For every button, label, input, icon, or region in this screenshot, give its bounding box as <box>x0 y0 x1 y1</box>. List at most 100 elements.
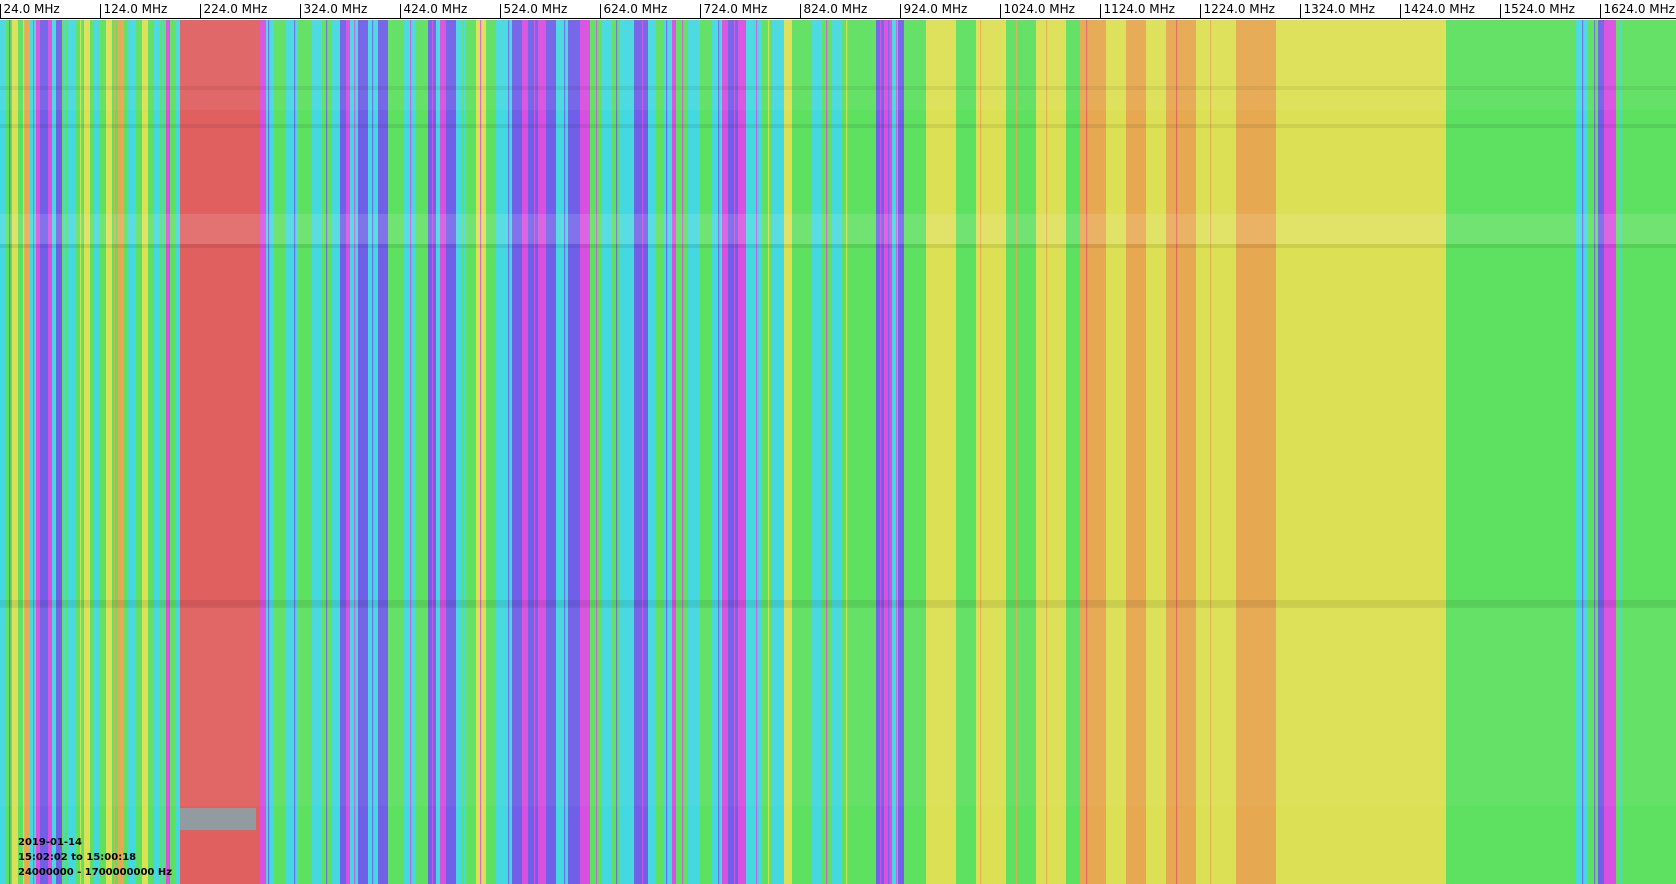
frequency-band-22 <box>130 20 136 884</box>
time-segment-4 <box>0 244 1676 248</box>
spectral-line-34 <box>804 20 806 884</box>
frequency-band-119 <box>1588 20 1598 884</box>
spectral-line-17 <box>372 20 374 884</box>
time-segment-1 <box>0 86 1676 90</box>
spectral-line-8 <box>128 20 130 884</box>
frequency-band-95 <box>892 20 898 884</box>
spectral-line-38 <box>888 20 890 884</box>
frequency-band-6 <box>36 20 40 884</box>
spectral-line-18 <box>410 20 412 884</box>
frequency-band-113 <box>1356 20 1396 884</box>
frequency-band-34 <box>266 20 274 884</box>
frequency-band-8 <box>48 20 52 884</box>
frequency-band-35 <box>274 20 286 884</box>
frequency-band-107 <box>1146 20 1166 884</box>
spectral-line-29 <box>682 20 684 884</box>
spectral-line-1 <box>23 20 25 884</box>
spectral-line-43 <box>1086 20 1088 884</box>
spectral-line-45 <box>1176 20 1178 884</box>
spectral-line-19 <box>432 20 434 884</box>
frequency-band-46 <box>378 20 388 884</box>
spectral-line-27 <box>642 20 644 884</box>
spectral-line-42 <box>1046 20 1048 884</box>
x-tick-label-16: 1624.0 MHz <box>1604 2 1675 16</box>
frequency-band-42 <box>346 20 350 884</box>
frequency-band-111 <box>1276 20 1316 884</box>
x-tick-label-0: 24.0 MHz <box>4 2 60 16</box>
frequency-band-115 <box>1446 20 1496 884</box>
frequency-band-81 <box>728 20 738 884</box>
x-tick-label-2: 224.0 MHz <box>204 2 268 16</box>
frequency-band-78 <box>700 20 712 884</box>
frequency-band-31 <box>180 20 186 884</box>
frequency-band-117 <box>1560 20 1576 884</box>
x-tick-label-4: 424.0 MHz <box>404 2 468 16</box>
spectral-line-16 <box>354 20 356 884</box>
frequency-band-60 <box>522 20 528 884</box>
date-label: 2019-01-14 <box>18 837 82 848</box>
x-tick-label-12: 1224.0 MHz <box>1204 2 1275 16</box>
spectral-line-37 <box>880 20 882 884</box>
frequency-band-51 <box>436 20 440 884</box>
frequency-band-23 <box>136 20 142 884</box>
spectral-line-2 <box>33 20 35 884</box>
time-range-label: 15:02:02 to 15:00:18 <box>18 852 137 863</box>
frequency-band-84 <box>762 20 772 884</box>
frequency-band-82 <box>738 20 746 884</box>
frequency-band-114 <box>1396 20 1446 884</box>
frequency-band-2 <box>12 20 18 884</box>
x-tick-label-1: 124.0 MHz <box>104 2 168 16</box>
frequency-band-99 <box>956 20 976 884</box>
x-tick-label-14: 1424.0 MHz <box>1404 2 1475 16</box>
frequency-axis: 24.0 MHz 124.0 MHz 224.0 MHz 324.0 MHz 424.0… <box>0 0 1676 20</box>
spectral-line-14 <box>310 20 312 884</box>
frequency-band-102 <box>1036 20 1066 884</box>
spectral-line-30 <box>718 20 720 884</box>
frequency-band-98 <box>926 20 956 884</box>
spectral-line-0 <box>9 20 11 884</box>
spectral-line-33 <box>768 20 770 884</box>
spectral-line-5 <box>80 20 82 884</box>
frequency-band-14 <box>84 20 90 884</box>
frequency-band-3 <box>18 20 24 884</box>
spectral-line-13 <box>294 20 296 884</box>
frequency-band-52 <box>440 20 446 884</box>
frequency-band-28 <box>166 20 170 884</box>
frequency-band-44 <box>358 20 368 884</box>
time-segment-3 <box>0 214 1676 244</box>
frequency-band-62 <box>538 20 546 884</box>
spectral-line-4 <box>64 20 66 884</box>
time-segment-6 <box>0 606 1676 806</box>
spectral-line-50 <box>1610 20 1612 884</box>
frequency-band-53 <box>446 20 456 884</box>
spectral-line-7 <box>114 20 116 884</box>
frequency-band-26 <box>154 20 160 884</box>
frequency-band-105 <box>1106 20 1126 884</box>
frequency-band-110 <box>1236 20 1276 884</box>
frequency-band-37 <box>298 20 312 884</box>
frequency-band-70 <box>620 20 634 884</box>
frequency-band-38 <box>312 20 322 884</box>
frequency-band-116 <box>1496 20 1560 884</box>
axis-background <box>0 0 1676 20</box>
frequency-band-12 <box>68 20 76 884</box>
spectral-line-36 <box>846 20 848 884</box>
frequency-band-32 <box>186 20 260 884</box>
frequency-band-120 <box>1598 20 1604 884</box>
frequency-band-101 <box>1006 20 1036 884</box>
spectral-line-48 <box>1582 20 1584 884</box>
frequency-band-88 <box>812 20 822 884</box>
frequency-band-97 <box>904 20 926 884</box>
x-tick-label-3: 324.0 MHz <box>304 2 368 16</box>
x-tick-label-9: 924.0 MHz <box>904 2 968 16</box>
time-segment-5 <box>0 600 1676 608</box>
frequency-band-112 <box>1316 20 1356 884</box>
frequency-band-91 <box>842 20 856 884</box>
frequency-band-103 <box>1066 20 1080 884</box>
spectral-line-47 <box>1252 20 1254 884</box>
frequency-band-85 <box>772 20 784 884</box>
spectral-line-35 <box>826 20 828 884</box>
spectral-line-31 <box>734 20 736 884</box>
x-tick-label-10: 1024.0 MHz <box>1004 2 1075 16</box>
frequency-band-61 <box>528 20 538 884</box>
